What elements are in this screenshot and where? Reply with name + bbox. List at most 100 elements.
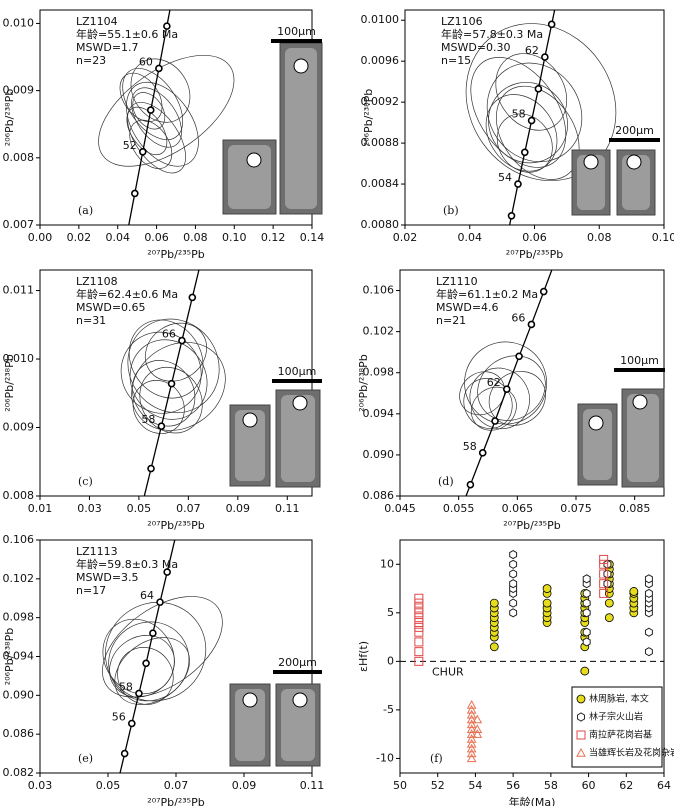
y-tick-label: 0.010	[3, 16, 35, 29]
y-tick-label: 0.098	[3, 611, 35, 624]
error-ellipse	[129, 339, 208, 420]
point	[509, 549, 518, 560]
age-label: 52	[123, 139, 137, 152]
x-tick-label: 0.11	[300, 779, 325, 792]
point	[414, 637, 424, 647]
scale-bar-label: 200μm	[278, 656, 317, 669]
y-tick-label: 0.0088	[361, 136, 400, 149]
concordia-point	[149, 629, 157, 638]
sample-info: MSWD=0.65	[76, 301, 146, 314]
concordia-point	[147, 464, 155, 473]
y-tick-label: 0.098	[363, 366, 395, 379]
scale-bar-label: 100μm	[620, 354, 659, 367]
point	[466, 733, 477, 743]
x-tick-label: 0.07	[176, 502, 201, 515]
x-tick-label: 0.02	[67, 231, 92, 244]
analysis-spot	[246, 152, 262, 168]
point	[580, 666, 590, 676]
scale-bar-label: 100μm	[277, 25, 316, 38]
age-label: 64	[140, 589, 154, 602]
x-axis-label: ²⁰⁷Pb/²³⁵Pb	[503, 519, 560, 532]
x-tick-label: 0.10	[652, 231, 674, 244]
point	[582, 608, 591, 618]
point	[466, 729, 477, 738]
cl-grain	[281, 689, 315, 761]
sample-info: n=17	[76, 584, 106, 597]
age-label: 54	[498, 171, 512, 184]
concordia-point	[539, 287, 548, 296]
age-label: 66	[511, 311, 525, 324]
x-tick-label: 0.11	[275, 502, 300, 515]
point	[466, 719, 477, 729]
age-label: 58	[512, 108, 526, 121]
cl-grain	[235, 410, 265, 481]
sample-info: LZ1110	[436, 275, 478, 288]
error-ellipse	[132, 360, 196, 427]
sample-info: n=23	[76, 54, 106, 67]
x-tick-label: 0.075	[560, 502, 592, 515]
error-ellipse	[488, 371, 546, 426]
concordia-point	[515, 352, 523, 361]
concordia-extension	[143, 468, 152, 496]
error-ellipse	[470, 386, 517, 431]
y-tick-label: 10	[380, 557, 394, 570]
concordia-point	[507, 211, 516, 220]
sample-info: MSWD=1.7	[76, 41, 139, 54]
y-tick-label: 0.011	[3, 284, 35, 297]
sample-info: MSWD=0.30	[441, 41, 511, 54]
point	[466, 753, 477, 763]
point	[582, 588, 591, 598]
point	[599, 579, 609, 589]
point	[466, 738, 477, 748]
y-tick-label: 0.094	[3, 650, 35, 663]
y-tick-label: -10	[376, 751, 394, 764]
y-tick-label: 0.0080	[361, 218, 400, 231]
error-ellipse	[120, 331, 202, 414]
sample-info: 年龄=59.8±0.3 Ma	[76, 557, 178, 571]
legend-label: 南拉萨花岗岩基	[589, 729, 652, 741]
point	[644, 627, 653, 637]
legend-marker	[576, 694, 586, 704]
point	[466, 700, 477, 709]
reference-label: CHUR	[432, 665, 464, 678]
point	[509, 598, 518, 608]
point	[466, 748, 477, 758]
concordia-point	[514, 180, 522, 188]
x-tick-label: 0.14	[300, 231, 325, 244]
sample-info: LZ1113	[76, 545, 118, 558]
axes-frame	[399, 269, 665, 497]
error-ellipse	[131, 87, 182, 148]
error-ellipse	[495, 85, 580, 180]
point	[582, 637, 591, 647]
age-label: 58	[119, 680, 133, 693]
y-axis-label: ²⁰⁶Pb/²³⁸Pb	[3, 89, 16, 146]
y-axis-label: ²⁰⁶Pb/²³⁸Pb	[357, 354, 370, 411]
x-tick-label: 0.07	[164, 779, 189, 792]
concordia-point	[541, 53, 549, 61]
x-tick-label: 0.09	[226, 502, 251, 515]
error-ellipse	[469, 367, 530, 430]
point	[414, 627, 424, 637]
point	[472, 729, 483, 738]
point	[582, 627, 591, 637]
point	[414, 647, 424, 657]
point	[466, 709, 477, 719]
y-axis-label: ²⁰⁶Pb/²³⁸Pb	[3, 354, 16, 411]
x-tick-label: 62	[619, 779, 633, 792]
legend-marker	[576, 747, 586, 757]
error-ellipse	[139, 366, 203, 434]
x-tick-label: 0.03	[28, 779, 53, 792]
concordia-point	[188, 293, 197, 302]
y-tick-label: 0.086	[3, 727, 35, 740]
x-tick-label: 0.10	[222, 231, 247, 244]
y-tick-label: 0.0096	[361, 54, 400, 67]
concordia-point	[527, 320, 536, 329]
plot-area	[120, 270, 226, 496]
legend-marker	[577, 712, 585, 722]
concordia-extension	[551, 10, 556, 25]
concordia-point	[120, 749, 129, 758]
point	[472, 724, 483, 734]
x-tick-label: 0.03	[77, 502, 102, 515]
x-tick-label: 0.08	[587, 231, 612, 244]
